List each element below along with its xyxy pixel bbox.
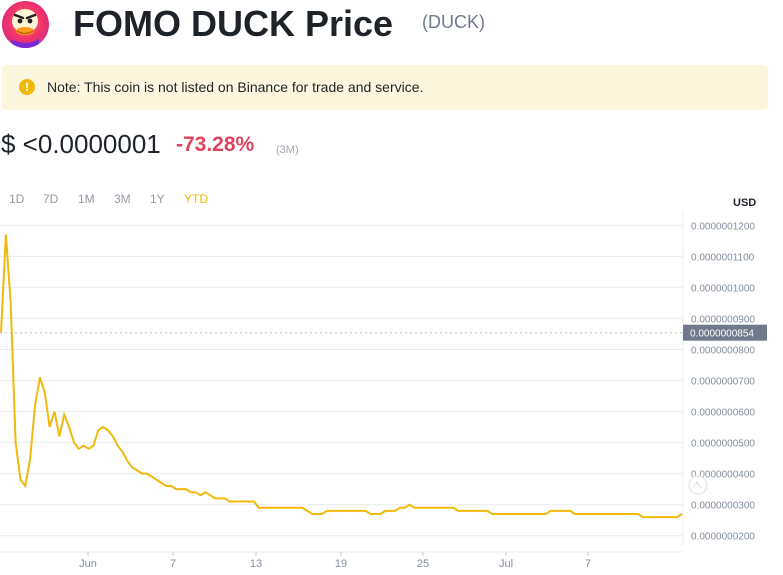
change-period: (3M) bbox=[276, 144, 299, 156]
warning-icon: ! bbox=[19, 79, 35, 95]
y-tick-label: 0.0000000300 bbox=[691, 501, 755, 512]
range-1d[interactable]: 1D bbox=[9, 192, 25, 206]
y-tick-label: 0.0000000200 bbox=[691, 532, 755, 543]
y-axis: 0.0000001200 0.0000001100 0.0000001000 0.00… bbox=[691, 221, 755, 542]
range-7d[interactable]: 7D bbox=[43, 192, 59, 206]
x-axis: Jun 7 13 19 25 Jul 7 bbox=[79, 552, 591, 570]
range-3m[interactable]: 3M bbox=[114, 192, 131, 206]
chart-watermark-icon bbox=[688, 475, 708, 495]
duck-icon bbox=[11, 9, 39, 48]
y-tick-label: 0.0000000900 bbox=[691, 314, 755, 325]
x-tick-label: Jul bbox=[499, 558, 513, 570]
current-value-badge bbox=[683, 324, 767, 341]
price-change: -73.28% bbox=[176, 133, 255, 156]
listing-note-banner: ! Note: This coin is not listed on Binan… bbox=[2, 65, 768, 110]
range-1y[interactable]: 1Y bbox=[150, 192, 165, 206]
y-tick-label: 0.0000001000 bbox=[691, 283, 755, 294]
page-title: FOMO DUCK Price bbox=[73, 3, 394, 44]
range-ytd[interactable]: YTD bbox=[184, 192, 208, 206]
currency-unit: USD bbox=[733, 197, 757, 209]
y-tick-label: 0.0000000500 bbox=[691, 439, 755, 450]
range-1m[interactable]: 1M bbox=[78, 192, 95, 206]
coin-logo bbox=[2, 1, 49, 48]
x-tick-label: Jun bbox=[79, 558, 97, 570]
listing-note-text: Note: This coin is not listed on Binance… bbox=[47, 79, 424, 95]
x-tick-label: 7 bbox=[585, 558, 591, 570]
price-line-series bbox=[0, 234, 683, 519]
x-tick-label: 13 bbox=[250, 558, 262, 570]
y-tick-label: 0.0000000600 bbox=[691, 408, 755, 419]
x-tick-label: 7 bbox=[170, 558, 176, 570]
y-tick-label: 0.0000001200 bbox=[691, 221, 755, 232]
page-header: FOMO DUCK Price (DUCK) bbox=[0, 0, 783, 50]
y-tick-label: 0.0000000800 bbox=[691, 345, 755, 356]
current-price-marker: 0.0000000854 bbox=[0, 324, 767, 341]
coin-symbol: (DUCK) bbox=[422, 12, 485, 32]
y-tick-label: 0.0000001100 bbox=[691, 252, 755, 263]
current-value-label: 0.0000000854 bbox=[690, 329, 754, 340]
x-tick-label: 25 bbox=[417, 558, 429, 570]
current-price: $ <0.0000001 bbox=[1, 129, 161, 159]
x-tick-label: 19 bbox=[335, 558, 347, 570]
price-chart[interactable]: 0.0000001200 0.0000001100 0.0000001000 0.00… bbox=[0, 210, 783, 575]
chart-grid bbox=[0, 210, 684, 553]
y-tick-label: 0.0000000700 bbox=[691, 377, 755, 388]
y-tick-label: 0.0000000400 bbox=[691, 470, 755, 481]
